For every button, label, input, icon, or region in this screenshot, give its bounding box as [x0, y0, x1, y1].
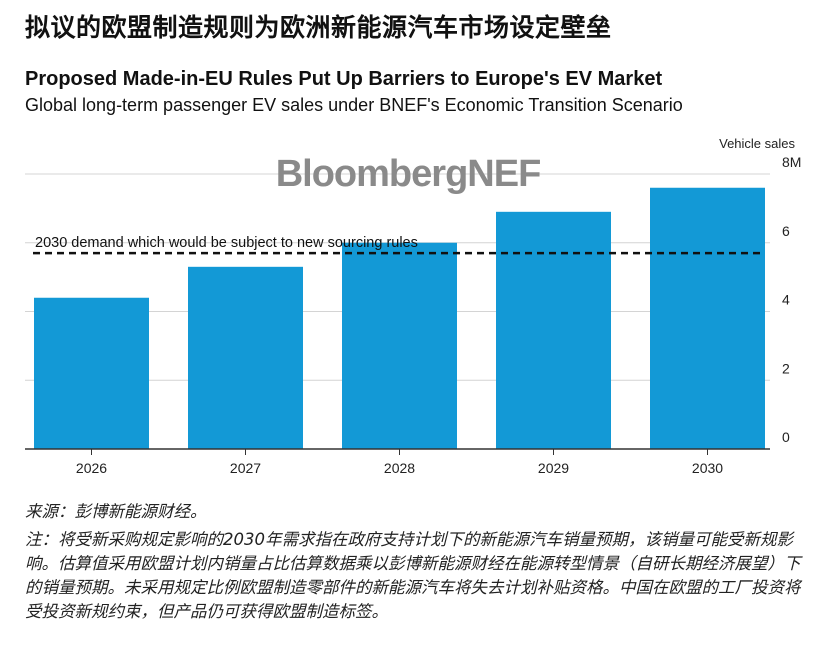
reference-line-label: 2030 demand which would be subject to ne… [35, 235, 418, 251]
y-tick-label: 6 [782, 223, 790, 239]
y-tick-label: 2 [782, 360, 790, 376]
x-tick-label: 2027 [230, 460, 261, 476]
x-tick-label: 2028 [384, 460, 415, 476]
footnote: 注：将受新采购规定影响的2030年需求指在政府支持计划下的新能源汽车销量预期，该… [25, 530, 801, 621]
chart-subtitle: Global long-term passenger EV sales unde… [25, 95, 683, 115]
chart-title: Proposed Made-in-EU Rules Put Up Barrier… [25, 68, 663, 90]
y-tick-label: 0 [782, 429, 790, 445]
y-tick-label: 8M [782, 154, 801, 170]
x-tick-label: 2029 [538, 460, 569, 476]
bar-chart: 0 2 4 6 8M Vehicle sales BloombergNEF 2026 2027 2… [25, 136, 801, 476]
watermark-logo: BloombergNEF [276, 153, 541, 195]
y-axis-title: Vehicle sales [719, 136, 795, 151]
y-tick-label: 4 [782, 292, 790, 308]
cn-title: 拟议的欧盟制造规则为欧洲新能源汽车市场设定壁垒 [25, 13, 612, 42]
x-tick-label: 2030 [692, 460, 723, 476]
bar-2027 [188, 266, 303, 449]
x-tick-label: 2026 [76, 460, 107, 476]
bar-2028 [342, 242, 457, 449]
bar-2030 [650, 187, 765, 449]
notes: 来源：彭博新能源财经。 注：将受新采购规定影响的2030年需求指在政府支持计划下… [25, 500, 805, 628]
source-note: 来源：彭博新能源财经。 [25, 502, 207, 521]
bar-2026 [34, 297, 149, 449]
bar-2029 [496, 211, 611, 449]
